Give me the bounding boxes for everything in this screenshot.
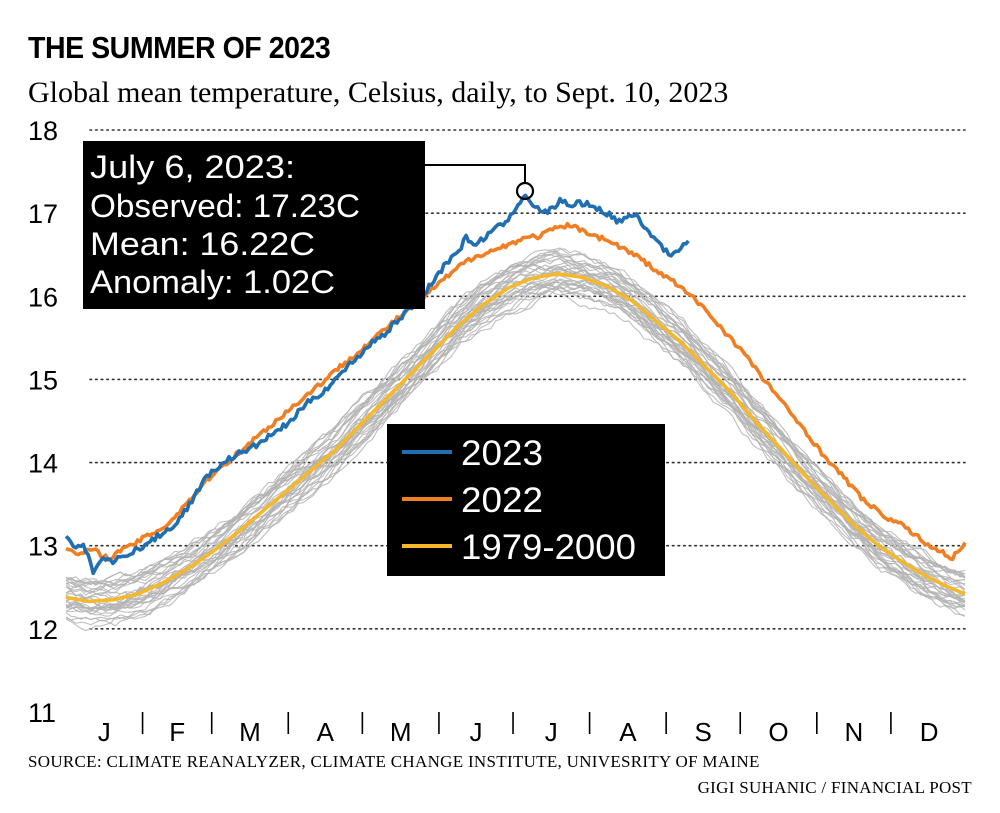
month-label: A <box>317 717 335 747</box>
credit-note: GIGI SUHANIC / FINANCIAL POST <box>697 778 972 797</box>
annotation-mean: Mean: 16.22C <box>90 226 315 262</box>
month-label: S <box>695 717 712 747</box>
month-label: J <box>545 717 558 747</box>
month-label: D <box>920 717 939 747</box>
history-year-line <box>65 268 966 596</box>
month-label: M <box>390 717 412 747</box>
annotation-leader-line <box>425 164 526 184</box>
history-year-line <box>65 248 966 586</box>
legend-label-2023: 2023 <box>461 434 543 473</box>
legend-label-2022: 2022 <box>461 481 543 520</box>
history-year-line <box>65 278 966 621</box>
month-label: J <box>469 717 482 747</box>
history-year-line <box>65 278 966 615</box>
month-label: O <box>768 717 788 747</box>
series-1979-2000-line <box>65 272 966 604</box>
history-year-line <box>65 264 966 596</box>
annotation-anomaly: Anomaly: 1.02C <box>90 264 335 300</box>
annotation-date: July 6, 2023: <box>90 149 295 185</box>
legend-label-1979-2000: 1979-2000 <box>461 528 636 567</box>
peak-annotation: July 6, 2023: Observed: 17.23C Mean: 16.… <box>83 141 535 309</box>
history-year-line <box>65 287 966 632</box>
annotation-box <box>83 141 425 309</box>
history-year-line <box>65 249 966 586</box>
month-label: A <box>619 717 637 747</box>
y-tick-label: 13 <box>28 532 58 562</box>
y-tick-label: 18 <box>28 116 58 146</box>
y-tick-label: 12 <box>28 615 58 645</box>
y-tick-label: 16 <box>28 282 58 312</box>
y-tick-label: 14 <box>28 449 58 479</box>
history-year-line <box>65 250 966 588</box>
source-note: SOURCE: CLIMATE REANALYZER, CLIMATE CHAN… <box>28 752 760 771</box>
history-year-line <box>65 253 966 591</box>
month-label: N <box>844 717 863 747</box>
chart-subtitle: Global mean temperature, Celsius, daily,… <box>28 76 729 109</box>
y-tick-label: 17 <box>28 199 58 229</box>
legend: 2023 2022 1979-2000 <box>387 424 665 576</box>
y-tick-label: 15 <box>28 365 58 395</box>
month-label: J <box>98 717 111 747</box>
history-year-line <box>65 290 966 613</box>
historical-years-lines <box>65 247 966 632</box>
peak-marker <box>515 181 535 201</box>
series-2023-line <box>64 193 690 576</box>
series-lines <box>64 193 967 604</box>
y-tick-label: 11 <box>28 698 56 728</box>
y-axis-ticks: 11 12 13 14 15 16 17 18 <box>28 116 58 728</box>
month-label: M <box>239 717 261 747</box>
chart-title: THE SUMMER OF 2023 <box>28 30 331 65</box>
month-label: F <box>169 717 185 747</box>
annotation-observed: Observed: 17.23C <box>90 188 360 224</box>
